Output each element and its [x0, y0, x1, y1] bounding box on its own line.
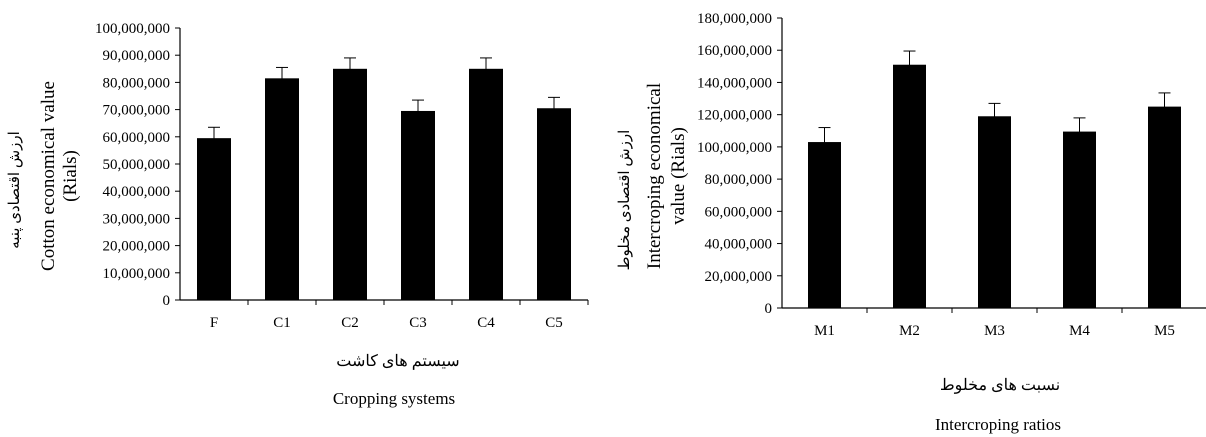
bar — [808, 142, 841, 308]
error-bars — [208, 57, 560, 150]
category-label: C4 — [477, 315, 495, 331]
y-tick-label: 100,000,000 — [95, 21, 170, 37]
y-tick-label: 40,000,000 — [103, 184, 171, 200]
y-axis-label-persian: ارزش اقتصادی مخلوط — [617, 130, 633, 271]
y-tick-label: 180,000,000 — [697, 11, 772, 27]
category-label: C2 — [341, 315, 359, 331]
y-axis-label-line1: Intercroping economical — [644, 83, 665, 269]
y-tick-label: 30,000,000 — [103, 211, 171, 227]
bars — [197, 68, 571, 301]
bar — [1063, 131, 1096, 308]
category-labels: F C1 C2 C3 C4 C5 — [210, 315, 563, 331]
category-label: M1 — [814, 323, 835, 339]
category-label: C3 — [409, 315, 427, 331]
y-tick-label: 120,000,000 — [697, 108, 772, 124]
category-label: M4 — [1069, 323, 1090, 339]
category-label: C5 — [545, 315, 563, 331]
chart-cotton-value: 0 10,000,000 20,000,000 30,000,000 40,000,00… — [7, 21, 589, 408]
y-tick-label: 50,000,000 — [103, 157, 171, 173]
bar — [333, 68, 367, 300]
y-tick-label: 60,000,000 — [103, 130, 171, 146]
y-tick-label: 90,000,000 — [103, 48, 171, 64]
y-tick-label: 80,000,000 — [103, 75, 171, 91]
y-tick-label: 10,000,000 — [103, 266, 171, 282]
y-tick-labels: 0 10,000,000 20,000,000 30,000,000 40,000,00… — [95, 21, 180, 309]
y-tick-label: 70,000,000 — [103, 103, 171, 119]
bar — [401, 110, 435, 301]
category-labels: M1 M2 M3 M4 M5 — [814, 323, 1175, 339]
y-tick-label: 140,000,000 — [697, 75, 772, 91]
bar — [978, 116, 1011, 309]
y-tick-label: 0 — [765, 301, 773, 317]
x-axis-label-persian: نسبت های مخلوط — [940, 377, 1060, 394]
bar — [893, 64, 926, 308]
bar — [537, 108, 571, 301]
y-tick-label: 40,000,000 — [705, 237, 773, 253]
error-bars — [818, 50, 1171, 157]
bar — [1148, 106, 1181, 308]
x-axis-label: Intercroping ratios — [935, 415, 1061, 434]
y-tick-label: 60,000,000 — [705, 204, 773, 220]
y-axis-label-persian: ارزش اقتصادی پنبه — [7, 131, 23, 249]
axes — [781, 18, 1206, 313]
category-label: M2 — [899, 323, 920, 339]
bar — [265, 78, 299, 300]
y-tick-label: 20,000,000 — [103, 239, 171, 255]
y-axis-label-line2: value (Rials) — [668, 127, 689, 225]
y-axis-label-line2: (Rials) — [60, 150, 81, 202]
y-tick-label: 0 — [163, 293, 171, 309]
y-tick-label: 20,000,000 — [705, 269, 773, 285]
chart-intercropping-value: 0 20,000,000 40,000,000 60,000,000 80,000,00… — [617, 11, 1206, 434]
y-tick-label: 160,000,000 — [697, 43, 772, 59]
bars — [808, 64, 1181, 309]
y-tick-label: 100,000,000 — [697, 140, 772, 156]
category-label: M3 — [984, 323, 1005, 339]
x-axis-label: Cropping systems — [333, 389, 455, 408]
category-label: C1 — [273, 315, 291, 331]
bar — [469, 68, 503, 300]
y-tick-labels: 0 20,000,000 40,000,000 60,000,000 80,000,00… — [697, 11, 782, 317]
axes — [179, 28, 589, 305]
x-axis-label-persian: سیستم های کاشت — [336, 353, 459, 370]
bar — [197, 138, 231, 300]
category-label: M5 — [1154, 323, 1175, 339]
y-axis-label-line1: Cotton economical value — [38, 81, 59, 271]
y-tick-label: 80,000,000 — [705, 172, 773, 188]
category-label: F — [210, 315, 218, 331]
